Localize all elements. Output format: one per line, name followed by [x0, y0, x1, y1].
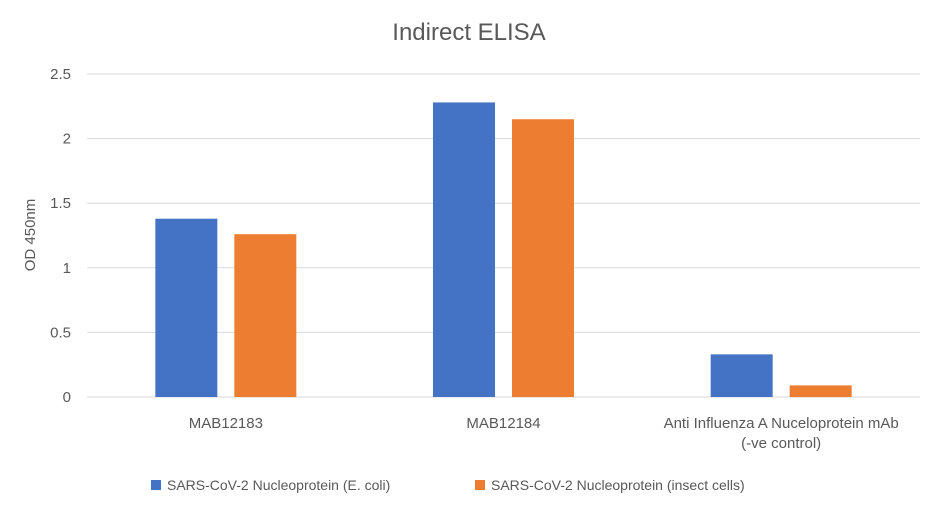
legend-swatch — [151, 480, 161, 490]
gridlines — [87, 73, 920, 398]
chart-title: Indirect ELISA — [392, 19, 545, 46]
y-tick-label: 2.5 — [50, 66, 71, 83]
bar — [710, 354, 773, 397]
bar — [433, 102, 495, 397]
bars — [155, 102, 852, 397]
legend-label: SARS-CoV-2 Nucleoprotein (E. coli) — [167, 477, 390, 493]
y-tick-label: 1 — [63, 260, 71, 277]
y-axis-label: OD 450nm — [22, 199, 39, 272]
y-tick-label: 0.5 — [50, 324, 71, 341]
y-tick-label: 0 — [63, 389, 71, 406]
bar — [234, 234, 297, 397]
x-category-label: (-ve control) — [741, 435, 821, 452]
x-category-label: MAB12184 — [466, 415, 540, 432]
bar — [155, 218, 218, 397]
x-category-label: MAB12183 — [189, 415, 263, 432]
bar — [512, 119, 574, 397]
y-tick-labels: 0 0.5 1 1.5 2 2.5 — [50, 66, 71, 406]
y-tick-label: 2 — [63, 131, 71, 148]
x-category-labels: MAB12183 MAB12184 Anti Influenza A Nucelop… — [189, 415, 899, 452]
legend-swatch — [475, 480, 485, 490]
legend: SARS-CoV-2 Nucleoprotein (E. coli) SARS-C… — [151, 477, 745, 493]
legend-label: SARS-CoV-2 Nucleoprotein (insect cells) — [491, 477, 745, 493]
bar — [789, 385, 852, 397]
x-category-label: Anti Influenza A Nuceloprotein mAb — [664, 415, 899, 432]
y-tick-label: 1.5 — [50, 195, 71, 212]
